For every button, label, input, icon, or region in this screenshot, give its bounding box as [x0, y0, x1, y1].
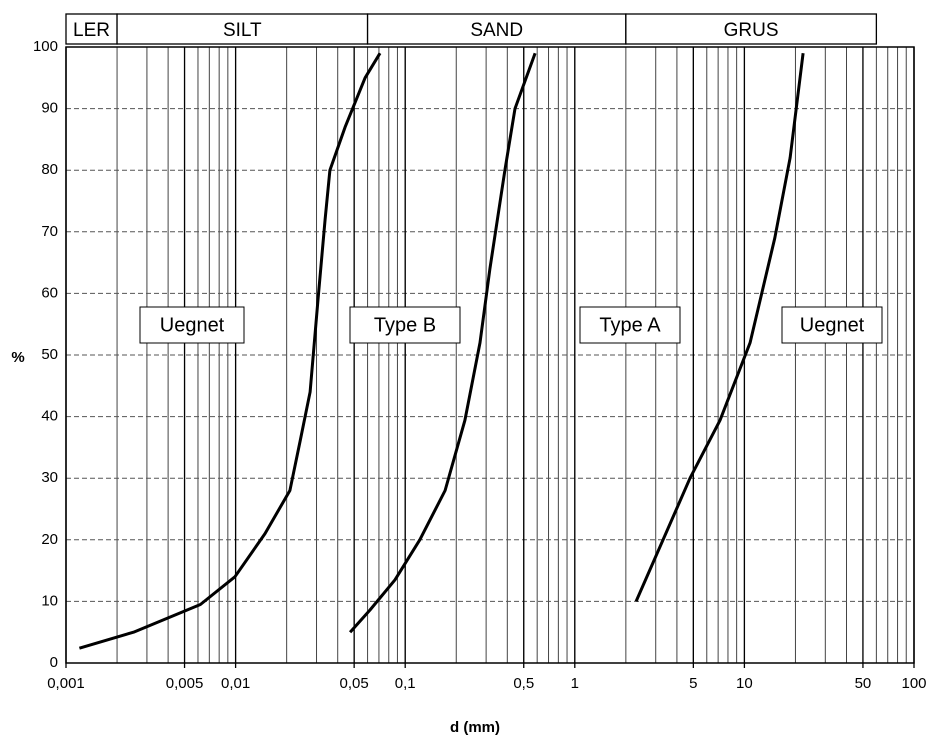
y-axis-label: %: [11, 349, 24, 366]
x-tick-label: 0,001: [47, 675, 85, 692]
y-tick-label: 30: [41, 469, 58, 486]
y-tick-label: 80: [41, 161, 58, 178]
y-tick-label: 90: [41, 100, 58, 117]
zone-label: LER: [73, 20, 110, 41]
x-axis-label: d (mm): [450, 719, 500, 736]
annotation: Type A: [599, 314, 661, 336]
x-tick-label: 100: [901, 675, 926, 692]
x-tick-label: 0,5: [513, 675, 534, 692]
curve: [634, 53, 805, 603]
x-tick-label: 0,01: [221, 675, 250, 692]
annotation: Uegnet: [160, 314, 225, 336]
annotation: Uegnet: [800, 314, 865, 336]
plot-frame: [65, 46, 915, 664]
annotation-box: [579, 306, 681, 344]
x-tick-label: 50: [855, 675, 872, 692]
y-tick-label: 50: [41, 346, 58, 363]
zone-label: GRUS: [724, 20, 779, 41]
zone-box: [625, 13, 878, 45]
curve: [348, 52, 537, 634]
zone-label: SAND: [470, 20, 523, 41]
annotation: Type B: [374, 314, 436, 336]
y-tick-label: 10: [41, 592, 58, 609]
x-tick-label: 5: [689, 675, 697, 692]
zone-label: SILT: [223, 20, 262, 41]
y-tick-label: 0: [50, 654, 58, 671]
y-tick-label: 70: [41, 223, 58, 240]
annotation-box: [781, 306, 883, 344]
x-tick-label: 0,005: [166, 675, 204, 692]
curve: [78, 52, 382, 650]
y-tick-label: 20: [41, 531, 58, 548]
annotation-box: [349, 306, 461, 344]
annotation-box: [139, 306, 245, 344]
x-tick-label: 0,05: [340, 675, 369, 692]
x-tick-label: 1: [571, 675, 579, 692]
y-tick-label: 40: [41, 408, 58, 425]
x-tick-label: 10: [736, 675, 753, 692]
y-tick-label: 60: [41, 284, 58, 301]
x-tick-label: 0,1: [395, 675, 416, 692]
y-tick-label: 100: [33, 38, 58, 55]
